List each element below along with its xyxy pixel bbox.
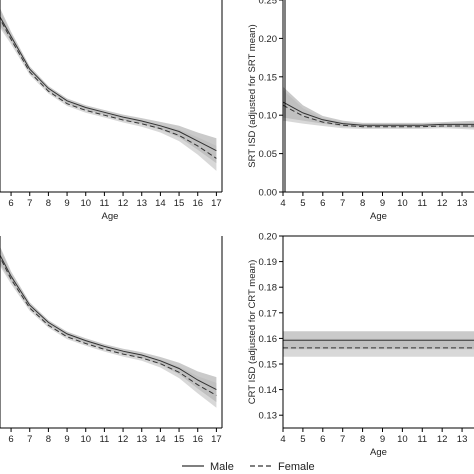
series-line-female [0, 256, 217, 396]
x-tick-label: 15 [174, 434, 185, 445]
x-tick-label: 5 [300, 434, 305, 445]
series-line-male [282, 101, 474, 126]
x-tick-label: 8 [360, 434, 365, 445]
y-tick-label: 0.19 [259, 257, 278, 268]
panel-bottom-left: 6 7 8 9 10 11 12 13 14 15 16 17 [0, 236, 223, 445]
x-tick-label: 4 [280, 198, 285, 209]
legend-male-label: Male [210, 461, 234, 473]
series-line-female [0, 18, 217, 159]
x-tick-label: 14 [155, 434, 166, 445]
y-tick-label: 0.18 [259, 283, 278, 294]
x-tick-label: 10 [397, 434, 408, 445]
x-tick-label: 7 [340, 434, 345, 445]
y-tick-label: 0.20 [259, 34, 278, 45]
x-tick-label: 6 [8, 198, 13, 209]
x-tick-label: 16 [192, 198, 203, 209]
x-tick-label: 12 [118, 198, 129, 209]
ci-band-male [283, 86, 474, 129]
x-tick-label: 9 [64, 434, 69, 445]
ci-band-female [0, 248, 217, 408]
series-line-female [282, 104, 474, 128]
y-tick-label: 0.17 [259, 308, 278, 319]
x-axis-title: Age [102, 211, 119, 222]
y-tick-label: 0.15 [259, 360, 278, 371]
x-tick-label: 6 [320, 434, 325, 445]
panel-top-left: 6 7 8 9 10 11 12 13 14 15 16 17 Age [0, 0, 223, 222]
y-tick-label: 0.20 [259, 232, 278, 243]
panel-bottom-right: 4 5 6 7 8 9 10 11 12 13 Age 0.13 0.14 0.15 0.16 0.17 0.1… [247, 232, 474, 458]
series-line-male [0, 15, 217, 152]
ci-band-female [283, 338, 474, 357]
x-tick-label: 10 [397, 198, 408, 209]
y-tick-label: 0.10 [259, 111, 278, 122]
x-tick-label: 16 [192, 434, 203, 445]
x-tick-label: 12 [437, 434, 448, 445]
y-tick-label: 0.15 [259, 72, 278, 83]
x-axis-title: Age [370, 211, 387, 222]
x-tick-label: 6 [320, 198, 325, 209]
x-tick-label: 14 [155, 198, 166, 209]
x-tick-label: 10 [80, 198, 91, 209]
x-tick-label: 13 [457, 198, 468, 209]
y-tick-label: 0.25 [259, 0, 278, 7]
x-tick-label: 17 [211, 434, 222, 445]
ci-band-female [283, 89, 474, 130]
ci-band-male [0, 8, 217, 164]
x-tick-label: 8 [360, 198, 365, 209]
series-line-male [0, 254, 217, 391]
x-tick-label: 7 [340, 198, 345, 209]
ci-band-female [0, 10, 217, 171]
x-tick-label: 13 [136, 198, 147, 209]
y-tick-label: 0.16 [259, 334, 278, 345]
x-tick-label: 7 [27, 198, 32, 209]
y-tick-label: 0.05 [259, 149, 278, 160]
x-tick-label: 6 [8, 434, 13, 445]
x-tick-label: 8 [46, 198, 51, 209]
x-tick-label: 13 [457, 434, 468, 445]
x-tick-label: 8 [46, 434, 51, 445]
x-tick-label: 12 [437, 198, 448, 209]
x-tick-label: 5 [300, 198, 305, 209]
y-axis-title: CRT ISD (adjusted for CRT mean) [247, 260, 258, 405]
x-tick-label: 11 [417, 434, 427, 445]
x-tick-label: 17 [211, 198, 222, 209]
x-tick-label: 15 [174, 198, 185, 209]
legend: Male Female [182, 461, 315, 473]
y-tick-label: 0.00 [259, 188, 278, 199]
x-tick-label: 9 [380, 198, 385, 209]
x-tick-label: 4 [280, 434, 285, 445]
x-tick-label: 9 [64, 198, 69, 209]
x-axis-title: Age [370, 447, 387, 458]
x-tick-label: 9 [380, 434, 385, 445]
legend-female-label: Female [278, 461, 315, 473]
x-tick-label: 11 [99, 198, 109, 209]
x-tick-label: 10 [80, 434, 91, 445]
y-tick-label: 0.13 [259, 411, 278, 422]
x-tick-label: 13 [136, 434, 147, 445]
x-tick-label: 12 [118, 434, 129, 445]
x-tick-label: 7 [27, 434, 32, 445]
x-tick-label: 11 [417, 198, 427, 209]
x-tick-label: 11 [99, 434, 109, 445]
axis-frame [282, 235, 474, 429]
y-tick-label: 0.14 [259, 385, 278, 396]
panel-top-right: 4 5 6 7 8 9 10 11 12 13 Age 0.00 0.05 0.10 0.15 0.20 0.2… [247, 0, 474, 222]
y-axis-title: SRT ISD (adjusted for SRT mean) [247, 24, 258, 167]
